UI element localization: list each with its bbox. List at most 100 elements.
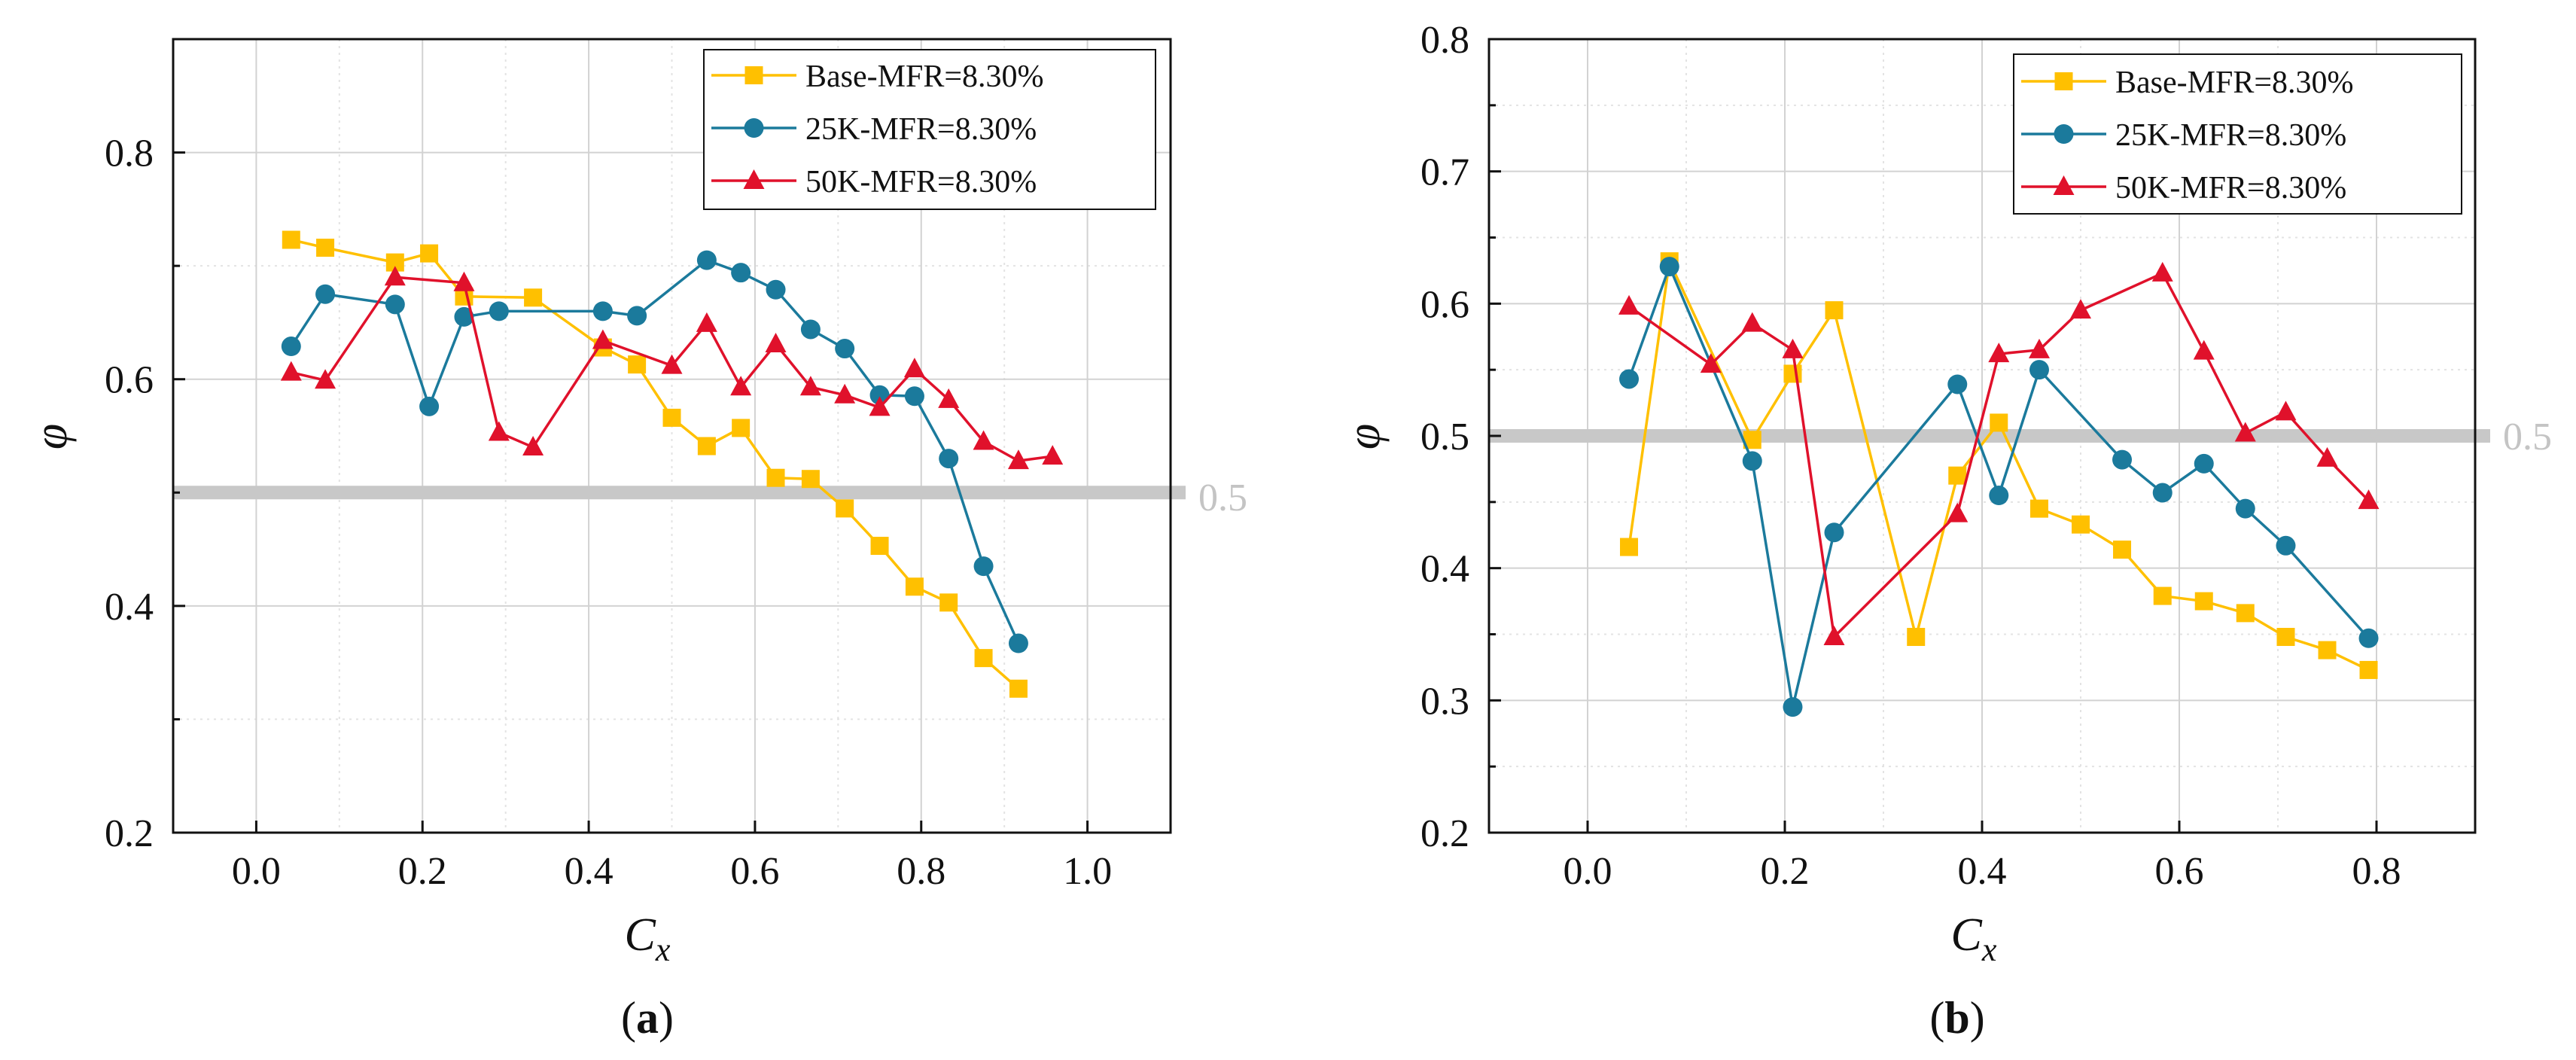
- data-point-k25: [627, 306, 647, 326]
- panel-a-series: [280, 230, 1064, 698]
- data-point-k50: [661, 354, 683, 374]
- panel-b-x-tick-label: 0.8: [2352, 850, 2401, 893]
- panel-b-x-tick-label: 0.2: [1761, 850, 1810, 893]
- data-point-k50: [2234, 422, 2256, 442]
- data-point-k50: [1741, 312, 1763, 332]
- data-point-base: [2276, 628, 2295, 647]
- panel-b-legend: Base-MFR=8.30% 25K-MFR=8.30% 50K-MFR=8.3…: [2013, 53, 2462, 215]
- legend-marker: [2054, 124, 2074, 144]
- data-point-k50: [2193, 340, 2215, 360]
- panel-b-x-axis-title: Cx: [1951, 909, 1997, 968]
- panel-b-legend-symbol-50k: [2021, 175, 2106, 195]
- panel-a-x-tick-label: 0.0: [232, 850, 281, 893]
- legend-marker: [744, 66, 763, 84]
- data-point-k25: [2112, 449, 2133, 470]
- data-point-base: [2236, 604, 2255, 623]
- panel-a-x-tick-label: 0.2: [398, 850, 447, 893]
- data-point-k25: [1619, 369, 1640, 389]
- data-point-k50: [488, 421, 510, 441]
- legend-marker: [2054, 72, 2073, 90]
- data-point-base: [1907, 628, 1926, 647]
- data-point-k50: [730, 376, 752, 396]
- data-point-k50: [696, 312, 717, 332]
- panel-b-legend-symbol-25k: [2021, 124, 2106, 144]
- panel-b-x-tick-label: 0.0: [1564, 850, 1612, 893]
- data-point-base: [282, 230, 300, 249]
- data-point-k25: [869, 385, 890, 405]
- data-point-base: [2318, 641, 2337, 659]
- data-point-base: [905, 577, 924, 596]
- series-line-k25: [290, 258, 1020, 644]
- panel-a-legend-label: Base-MFR=8.30%: [805, 59, 1044, 94]
- panel-a-tick-marks: [173, 151, 1089, 834]
- data-point-k25: [696, 250, 717, 270]
- panel-b-x-tick-label: 0.6: [2155, 850, 2204, 893]
- legend-marker: [743, 169, 765, 189]
- data-point-k25: [2276, 535, 2296, 556]
- data-point-k50: [315, 369, 336, 389]
- data-point-k50: [280, 361, 302, 381]
- data-point-base: [2359, 660, 2378, 679]
- data-point-base: [2113, 541, 2132, 559]
- data-point-base: [801, 470, 820, 489]
- panel-a-x-axis-title-sub: x: [655, 931, 671, 968]
- panel-b-label-letter: b: [1944, 993, 1969, 1043]
- data-point-k50: [938, 388, 960, 408]
- panel-b-label-open: (: [1929, 993, 1944, 1043]
- data-point-k50: [522, 436, 544, 456]
- panel-a-y-axis-title: φ: [26, 424, 77, 449]
- panel-b-y-tick-label: 0.3: [1420, 680, 1469, 723]
- panel-b-y-tick-label: 0.8: [1420, 19, 1469, 62]
- panel-a-legend-label: 50K-MFR=8.30%: [805, 165, 1037, 200]
- data-point-k50: [1042, 445, 1064, 465]
- legend-marker: [2053, 175, 2075, 195]
- panel-a-legend-symbol-25k: [711, 118, 796, 138]
- panel-b-legend-label: 50K-MFR=8.30%: [2115, 171, 2346, 206]
- series-line-base: [1628, 260, 2370, 672]
- data-point-base: [1009, 679, 1028, 698]
- data-point-base: [524, 288, 543, 307]
- data-point-base: [2072, 515, 2090, 534]
- data-point-k25: [454, 306, 474, 327]
- data-point-k25: [2235, 498, 2255, 519]
- panel-b-y-tick-label: 0.5: [1420, 416, 1469, 458]
- panel-a-label-open: (: [621, 993, 636, 1043]
- panel-b-x-axis-title-main: C: [1951, 909, 1983, 961]
- data-point-k50: [592, 329, 614, 349]
- data-point-k25: [904, 386, 924, 407]
- panel-b-label: (b): [1929, 993, 1984, 1043]
- panel-a-y-tick-label: 0.6: [105, 359, 154, 402]
- data-point-k25: [1783, 697, 1803, 717]
- data-point-base: [628, 355, 647, 374]
- data-point-base: [836, 499, 854, 518]
- data-point-base: [870, 537, 889, 556]
- data-point-k25: [2358, 628, 2379, 648]
- panel-b-label-close: ): [1970, 993, 1985, 1043]
- data-point-k25: [939, 449, 959, 469]
- data-point-base: [662, 408, 681, 427]
- data-point-k25: [2194, 453, 2214, 474]
- data-point-k50: [2151, 261, 2173, 282]
- data-point-k25: [2029, 360, 2049, 380]
- data-point-k50: [1988, 343, 2010, 363]
- panel-a-label-letter: a: [636, 993, 659, 1043]
- panel-b-x-tick-label: 0.4: [1958, 850, 2007, 893]
- panel-a-x-tick-label: 0.4: [565, 850, 614, 893]
- panel-a-frame: [172, 38, 1172, 834]
- panel-a-x-tick-label: 0.8: [897, 850, 945, 893]
- panel-a-x-tick-label: 1.0: [1063, 850, 1112, 893]
- data-point-k50: [1700, 353, 1722, 373]
- data-point-k25: [281, 337, 301, 357]
- data-point-k25: [2152, 483, 2173, 503]
- data-point-k25: [385, 294, 405, 315]
- data-point-k25: [835, 339, 855, 359]
- panel-b-y-tick-labels: 0.2 0.3 0.4 0.5 0.6 0.7 0.8: [1420, 19, 1469, 855]
- data-point-k50: [1007, 449, 1029, 470]
- data-point-k50: [799, 376, 821, 396]
- data-point-k50: [869, 396, 891, 416]
- data-point-k25: [766, 279, 786, 300]
- data-point-k50: [1618, 294, 1640, 315]
- data-point-base: [1948, 466, 1967, 485]
- panel-a-legend-symbol-base: [711, 66, 796, 84]
